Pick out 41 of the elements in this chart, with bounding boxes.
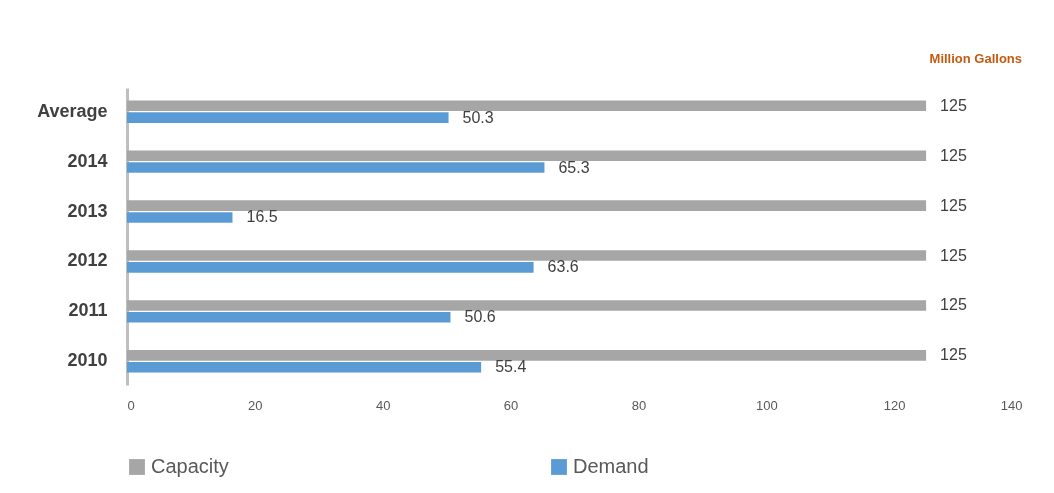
legend-label: Capacity xyxy=(151,455,229,477)
bar xyxy=(127,250,927,261)
data-label: 125 xyxy=(940,296,967,314)
y-tick-label: 2014 xyxy=(67,150,108,171)
x-tick-label: 140 xyxy=(1000,397,1023,413)
data-label: 55.4 xyxy=(495,358,527,376)
bar xyxy=(127,350,927,361)
data-label: 50.3 xyxy=(462,108,494,126)
legend-label: Demand xyxy=(573,455,649,477)
bar xyxy=(127,361,482,373)
data-label: 50.6 xyxy=(464,308,496,326)
y-tick-label: 2011 xyxy=(68,300,108,321)
y-tick-label: 2013 xyxy=(67,200,108,221)
data-label: 125 xyxy=(940,96,967,114)
data-label: 63.6 xyxy=(547,258,579,276)
bar xyxy=(127,100,927,112)
bar xyxy=(127,311,451,323)
y-tick-label: 2010 xyxy=(67,350,108,371)
bar xyxy=(127,262,534,273)
y-tick-label: Average xyxy=(37,100,108,121)
data-label: 125 xyxy=(940,146,967,164)
bar xyxy=(127,212,233,223)
bar xyxy=(127,200,927,211)
x-tick-label: 80 xyxy=(631,397,647,413)
x-tick-label: 120 xyxy=(883,397,906,413)
x-tick-label: 40 xyxy=(375,397,391,413)
data-label: 125 xyxy=(940,196,967,214)
bar xyxy=(127,112,449,123)
data-label: 125 xyxy=(940,346,967,364)
x-tick-label: 60 xyxy=(503,397,519,413)
x-tick-label: 20 xyxy=(248,397,263,413)
bar xyxy=(127,162,545,173)
data-label: 125 xyxy=(940,246,967,264)
data-label: 16.5 xyxy=(246,208,278,226)
bar xyxy=(127,150,927,162)
x-tick-label: 0 xyxy=(127,397,135,413)
y-tick-label: 2012 xyxy=(67,250,108,271)
bar xyxy=(127,300,927,311)
text: Million Gallons xyxy=(929,51,1022,66)
x-tick-label: 100 xyxy=(755,397,778,413)
data-label: 65.3 xyxy=(558,158,590,176)
